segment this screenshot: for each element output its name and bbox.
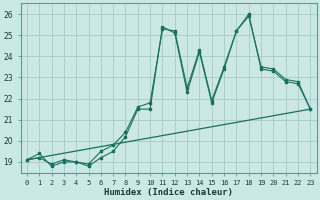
X-axis label: Humidex (Indice chaleur): Humidex (Indice chaleur) — [104, 188, 233, 197]
